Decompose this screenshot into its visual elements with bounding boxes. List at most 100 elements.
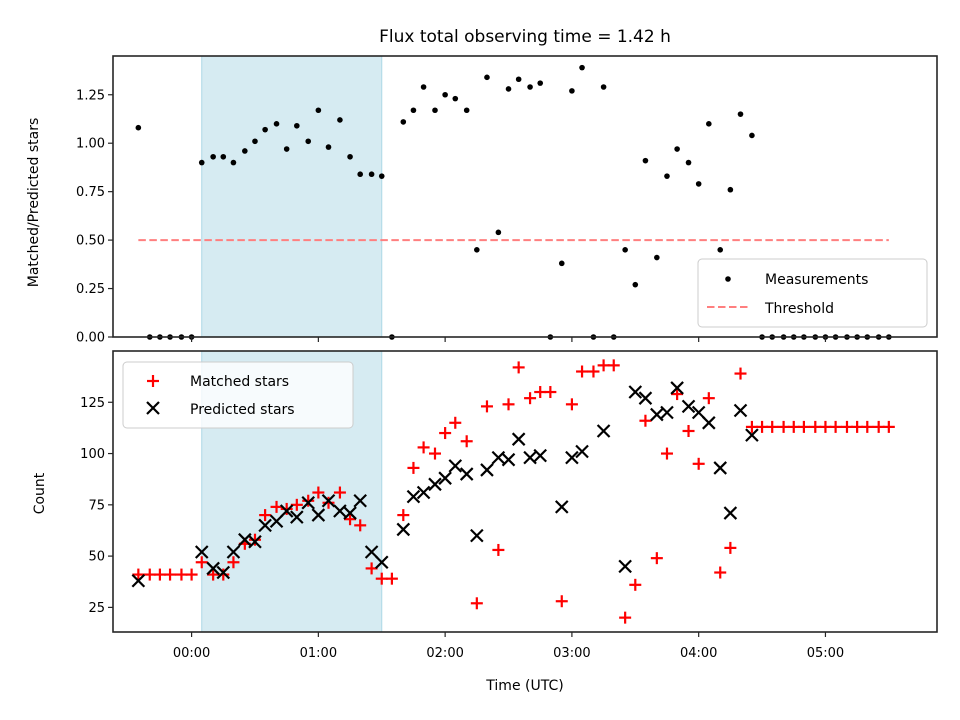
measurement-point	[527, 84, 533, 90]
predicted-star-point	[628, 385, 643, 399]
matched-star-point	[671, 388, 684, 401]
measurement-point	[420, 84, 427, 90]
predicted-star-point	[396, 522, 411, 537]
measurement-point	[495, 229, 502, 236]
matched-star-point	[449, 416, 462, 429]
measurement-point	[135, 124, 142, 131]
measurement-point	[294, 122, 300, 129]
measurement-point	[198, 159, 205, 166]
measurement-point	[685, 159, 692, 166]
measurement-point	[579, 64, 585, 71]
predicted-star-point	[416, 485, 431, 500]
measurement-point	[642, 157, 649, 164]
predicted-star-point	[353, 493, 367, 508]
measurement-point	[664, 173, 670, 179]
measurement-point	[262, 126, 268, 133]
predicted-star-point	[733, 403, 748, 418]
measurement-point	[305, 138, 312, 145]
measurement-point	[452, 95, 459, 102]
predicted-star-point	[290, 510, 304, 524]
measurement-point	[537, 80, 544, 86]
predicted-stars-series	[131, 381, 759, 588]
y-tick-label: 25	[88, 601, 105, 616]
measurement-point	[600, 84, 607, 90]
bottom-legend-box	[122, 361, 354, 429]
measurement-point	[400, 119, 407, 125]
x-tick-label: 04:00	[680, 646, 717, 661]
predicted-star-point	[194, 545, 209, 559]
predicted-star-point	[691, 405, 706, 420]
matched-star-point	[544, 386, 557, 399]
predicted-star-point	[238, 532, 252, 547]
predicted-star-point	[702, 416, 716, 430]
top-y-ticks: 0.00 0.25 0.50 0.75 1.00 1.25	[76, 88, 113, 346]
matched-star-point	[290, 498, 303, 511]
measurements-legend-marker	[725, 276, 731, 282]
x-tick-label: 03:00	[553, 646, 590, 661]
measurement-point	[357, 171, 364, 178]
matched-star-point	[840, 420, 853, 433]
predicted-star-point	[491, 450, 506, 465]
matched-star-point	[872, 420, 885, 433]
predicted-star-point	[554, 500, 569, 514]
matched-star-point	[851, 420, 864, 433]
measurement-point	[442, 91, 448, 98]
legend-threshold: Threshold	[764, 301, 834, 317]
predicted-star-point	[713, 461, 728, 475]
measurement-point	[368, 171, 375, 178]
predicted-star-point	[364, 545, 379, 559]
matched-star-point	[248, 533, 261, 546]
predicted-star-point	[470, 528, 484, 543]
predicted-star-point	[226, 545, 241, 559]
predicted-star-point	[438, 471, 452, 485]
matched-star-point	[502, 398, 515, 411]
chart-title: Flux total observing time = 1.42 h	[379, 27, 671, 47]
measurement-point	[220, 153, 227, 160]
measurement-point	[432, 107, 438, 114]
matched-star-point	[777, 420, 790, 433]
predicted-star-point	[638, 391, 653, 405]
predicted-star-point	[206, 561, 220, 576]
bottom-axes-frame	[112, 350, 938, 633]
matched-star-point	[819, 420, 832, 433]
matched-star-point	[143, 568, 156, 581]
top-legend-box	[697, 258, 928, 328]
matched-star-point	[428, 447, 441, 460]
measurement-point	[484, 74, 490, 81]
measurement-point	[737, 111, 744, 117]
matched-star-point	[692, 457, 705, 470]
matched-star-point	[734, 367, 747, 380]
matched-stars-series	[132, 359, 895, 624]
matched-star-point	[365, 562, 378, 575]
predicted-star-point	[279, 504, 294, 518]
matched-star-point	[534, 386, 547, 399]
top-panel: 0.00 0.25 0.50 0.75 1.00 1.25 Flux total obse…	[26, 27, 938, 346]
matched-star-point	[375, 572, 388, 585]
predicted-star-point	[480, 463, 494, 477]
predicted-star-point	[660, 405, 674, 420]
predicted-star-point	[343, 506, 357, 520]
matched-star-point	[417, 441, 430, 454]
matched-star-point	[576, 365, 589, 378]
predicted-star-point	[428, 477, 442, 492]
matched-star-point	[312, 486, 325, 499]
x-tick-label: 01:00	[300, 646, 337, 661]
top-x-ticks	[190, 337, 827, 342]
matched-star-point	[787, 420, 800, 433]
legend-predicted-stars: Predicted stars	[190, 402, 295, 418]
y-tick-label: 0.50	[76, 234, 105, 249]
predicted-star-point	[596, 424, 611, 438]
x-axis-label: Time (UTC)	[485, 678, 563, 694]
bottom-legend: Matched stars Predicted stars	[122, 361, 354, 429]
measurement-point	[242, 148, 248, 154]
matched-star-point	[650, 552, 663, 565]
y-tick-label: 1.25	[76, 88, 105, 103]
predicted-star-point	[311, 508, 326, 522]
predicted-star-point	[575, 444, 589, 459]
predicted-legend-marker	[146, 401, 160, 415]
predicted-star-point	[459, 467, 474, 481]
measurement-point	[706, 121, 712, 127]
measurement-point	[337, 117, 343, 123]
predicted-star-point	[618, 559, 632, 574]
